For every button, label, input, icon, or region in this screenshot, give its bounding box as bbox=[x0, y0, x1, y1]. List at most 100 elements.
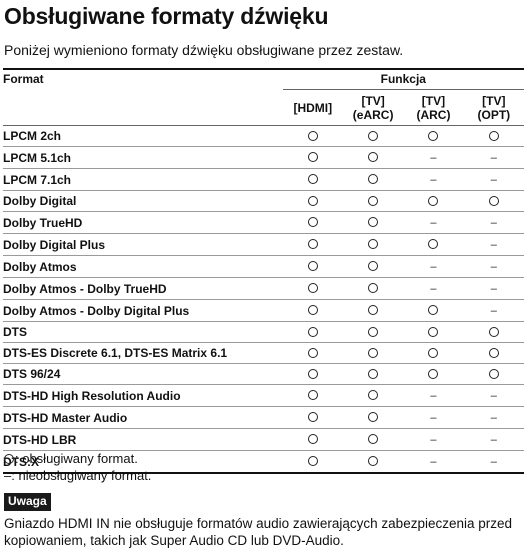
supported-circle-icon bbox=[368, 305, 379, 316]
support-cell bbox=[342, 211, 404, 234]
supported-circle-icon bbox=[307, 261, 318, 272]
support-cell bbox=[282, 146, 343, 169]
support-cell: – bbox=[463, 277, 524, 300]
column-header-tv-earc: [TV] (eARC) bbox=[342, 89, 404, 126]
unsupported-dash: – bbox=[490, 239, 497, 251]
support-cell: – bbox=[463, 146, 524, 169]
supported-circle-icon bbox=[428, 368, 439, 379]
supported-circle-icon bbox=[368, 347, 379, 358]
supported-circle-icon bbox=[488, 195, 499, 206]
column-header-tv-opt: [TV] (OPT) bbox=[463, 89, 524, 126]
supported-circle-icon bbox=[488, 368, 499, 379]
supported-circle-icon bbox=[307, 390, 318, 401]
support-cell: – bbox=[463, 384, 524, 407]
format-name: DTS-ES Discrete 6.1, DTS-ES Matrix 6.1 bbox=[3, 342, 283, 364]
support-cell bbox=[463, 363, 524, 385]
format-name: DTS-HD Master Audio bbox=[3, 406, 283, 429]
support-cell: – bbox=[463, 450, 524, 474]
supported-circle-icon bbox=[368, 217, 379, 228]
support-cell: – bbox=[463, 211, 524, 234]
unsupported-dash: – bbox=[430, 456, 437, 468]
support-cell: – bbox=[403, 384, 464, 407]
table-row: Dolby Atmos - Dolby TrueHD – – bbox=[3, 277, 524, 300]
supported-circle-icon bbox=[307, 368, 318, 379]
supported-circle-icon bbox=[307, 152, 318, 163]
supported-circle-icon bbox=[488, 326, 499, 337]
support-cell bbox=[282, 384, 343, 407]
support-cell bbox=[403, 125, 464, 147]
format-name: Dolby Digital Plus bbox=[3, 233, 283, 256]
format-name: DTS-HD High Resolution Audio bbox=[3, 384, 283, 407]
unsupported-dash: – bbox=[490, 261, 497, 273]
support-cell bbox=[342, 146, 404, 169]
supported-circle-icon bbox=[307, 130, 318, 141]
table-row: LPCM 5.1ch – – bbox=[3, 146, 524, 169]
support-cell bbox=[342, 277, 404, 300]
support-cell bbox=[282, 277, 343, 300]
table-row: LPCM 2ch bbox=[3, 125, 524, 147]
support-cell bbox=[463, 321, 524, 343]
table-row: Dolby Digital Plus – bbox=[3, 233, 524, 256]
support-cell bbox=[282, 321, 343, 343]
column-header-line2: (eARC) bbox=[352, 107, 394, 122]
unsupported-dash: – bbox=[490, 283, 497, 295]
supported-circle-icon bbox=[368, 283, 379, 294]
unsupported-dash: – bbox=[430, 283, 437, 295]
support-cell bbox=[463, 190, 524, 212]
support-cell bbox=[342, 255, 404, 278]
unsupported-dash: – bbox=[430, 217, 437, 229]
support-cell bbox=[342, 450, 404, 474]
format-name: DTS 96/24 bbox=[3, 363, 283, 385]
supported-circle-icon bbox=[368, 174, 379, 185]
support-cell: – bbox=[403, 211, 464, 234]
support-cell bbox=[282, 168, 343, 191]
supported-circle-icon bbox=[307, 174, 318, 185]
supported-circle-icon bbox=[368, 456, 379, 467]
supported-circle-icon bbox=[368, 261, 379, 272]
supported-circle-icon bbox=[307, 412, 318, 423]
supported-circle-icon bbox=[428, 195, 439, 206]
support-cell: – bbox=[463, 406, 524, 429]
support-cell bbox=[403, 321, 464, 343]
supported-circle-icon bbox=[428, 130, 439, 141]
supported-circle-icon bbox=[307, 217, 318, 228]
supported-circle-icon bbox=[368, 152, 379, 163]
table-row: DTS bbox=[3, 321, 524, 343]
supported-circle-icon bbox=[307, 434, 318, 445]
format-name: DTS bbox=[3, 321, 283, 343]
support-cell bbox=[282, 190, 343, 212]
legend-unsupported-text: : nieobsługiwany format. bbox=[11, 468, 152, 483]
intro-text: Poniżej wymieniono formaty dźwięku obsłu… bbox=[4, 42, 404, 58]
column-header-line2: (ARC) bbox=[416, 107, 451, 122]
supported-circle-icon bbox=[307, 347, 318, 358]
unsupported-dash: – bbox=[430, 261, 437, 273]
legend-unsupported: – : nieobsługiwany format. bbox=[4, 468, 151, 483]
supported-circle-icon bbox=[368, 412, 379, 423]
supported-circle-icon bbox=[307, 456, 318, 467]
column-header-tv-arc: [TV] (ARC) bbox=[403, 89, 464, 126]
support-cell bbox=[342, 168, 404, 191]
support-cell bbox=[282, 406, 343, 429]
support-cell: – bbox=[403, 146, 464, 169]
support-cell: – bbox=[403, 406, 464, 429]
format-name: Dolby TrueHD bbox=[3, 211, 283, 234]
column-header-hdmi: [HDMI] bbox=[282, 89, 343, 126]
support-cell bbox=[282, 233, 343, 256]
supported-circle-icon bbox=[368, 368, 379, 379]
unsupported-dash: – bbox=[490, 305, 497, 317]
support-cell bbox=[463, 342, 524, 364]
supported-circle-icon bbox=[307, 195, 318, 206]
table-row: DTS-ES Discrete 6.1, DTS-ES Matrix 6.1 bbox=[3, 342, 524, 364]
table-row: LPCM 7.1ch – – bbox=[3, 168, 524, 191]
column-header-line1: [TV] bbox=[361, 93, 385, 108]
supported-circle-icon bbox=[368, 390, 379, 401]
unsupported-dash: – bbox=[490, 434, 497, 446]
header-function: Funkcja bbox=[282, 68, 524, 90]
unsupported-dash: – bbox=[490, 412, 497, 424]
unsupported-dash: – bbox=[490, 390, 497, 402]
supported-circle-icon bbox=[368, 239, 379, 250]
support-cell bbox=[282, 255, 343, 278]
support-cell bbox=[282, 211, 343, 234]
supported-circle-icon bbox=[4, 453, 14, 464]
format-name: Dolby Digital bbox=[3, 190, 283, 212]
